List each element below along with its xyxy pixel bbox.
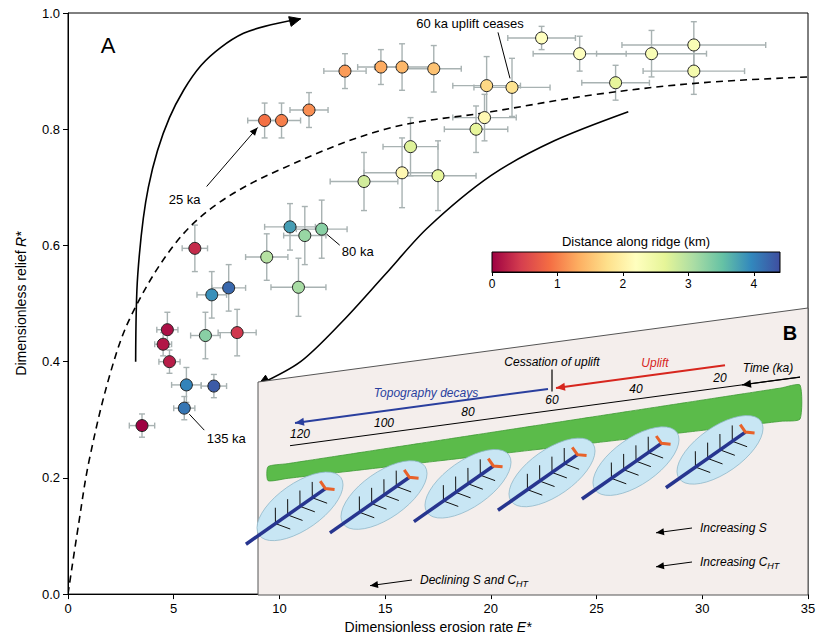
svg-text:Dimensionless relief: Dimensionless relief <box>13 250 29 375</box>
svg-text:0.2: 0.2 <box>42 470 60 485</box>
svg-text:20: 20 <box>712 371 727 385</box>
svg-text:Distance along ridge (km): Distance along ridge (km) <box>562 234 710 249</box>
svg-text:80 ka: 80 ka <box>342 244 375 259</box>
svg-text:0: 0 <box>489 277 496 291</box>
svg-text:80: 80 <box>461 405 475 419</box>
svg-text:60: 60 <box>545 393 559 407</box>
svg-text:0.6: 0.6 <box>42 238 60 253</box>
svg-text:0.8: 0.8 <box>42 122 60 137</box>
svg-text:60 ka uplift ceases: 60 ka uplift ceases <box>416 16 524 31</box>
svg-text:0.0: 0.0 <box>42 587 60 602</box>
svg-text:40: 40 <box>629 382 643 396</box>
svg-text:120: 120 <box>290 427 310 441</box>
svg-text:0: 0 <box>64 601 71 616</box>
svg-text:Cessation of uplift: Cessation of uplift <box>504 355 600 369</box>
svg-text:20: 20 <box>484 601 498 616</box>
svg-text:25 ka: 25 ka <box>169 192 202 207</box>
svg-text:Declining S and C: Declining S and C <box>420 573 516 587</box>
svg-text:1.0: 1.0 <box>42 6 60 21</box>
svg-text:Dimensionless erosion rate: Dimensionless erosion rate <box>345 619 514 635</box>
svg-text:10: 10 <box>272 601 286 616</box>
svg-text:2: 2 <box>620 277 627 291</box>
svg-text:25: 25 <box>589 601 603 616</box>
svg-text:E*: E* <box>517 619 532 635</box>
svg-text:HT: HT <box>516 579 529 589</box>
svg-text:5: 5 <box>170 601 177 616</box>
svg-text:4: 4 <box>750 277 757 291</box>
svg-text:15: 15 <box>378 601 392 616</box>
svg-text:Topography decays: Topography decays <box>374 386 478 400</box>
svg-text:Uplift: Uplift <box>641 356 669 370</box>
svg-text:A: A <box>101 33 116 58</box>
svg-text:1: 1 <box>554 277 561 291</box>
svg-text:Increasing C: Increasing C <box>700 555 768 569</box>
svg-text:Time (ka): Time (ka) <box>743 361 794 375</box>
svg-text:0.4: 0.4 <box>42 354 60 369</box>
svg-text:3: 3 <box>685 277 692 291</box>
svg-text:100: 100 <box>374 416 394 430</box>
svg-text:HT: HT <box>767 561 780 571</box>
svg-text:30: 30 <box>695 601 709 616</box>
svg-text:135 ka: 135 ka <box>207 431 247 446</box>
svg-text:35: 35 <box>801 601 815 616</box>
svg-text:R*: R* <box>13 231 29 247</box>
svg-text:Increasing S: Increasing S <box>700 521 767 535</box>
svg-text:B: B <box>783 322 797 344</box>
